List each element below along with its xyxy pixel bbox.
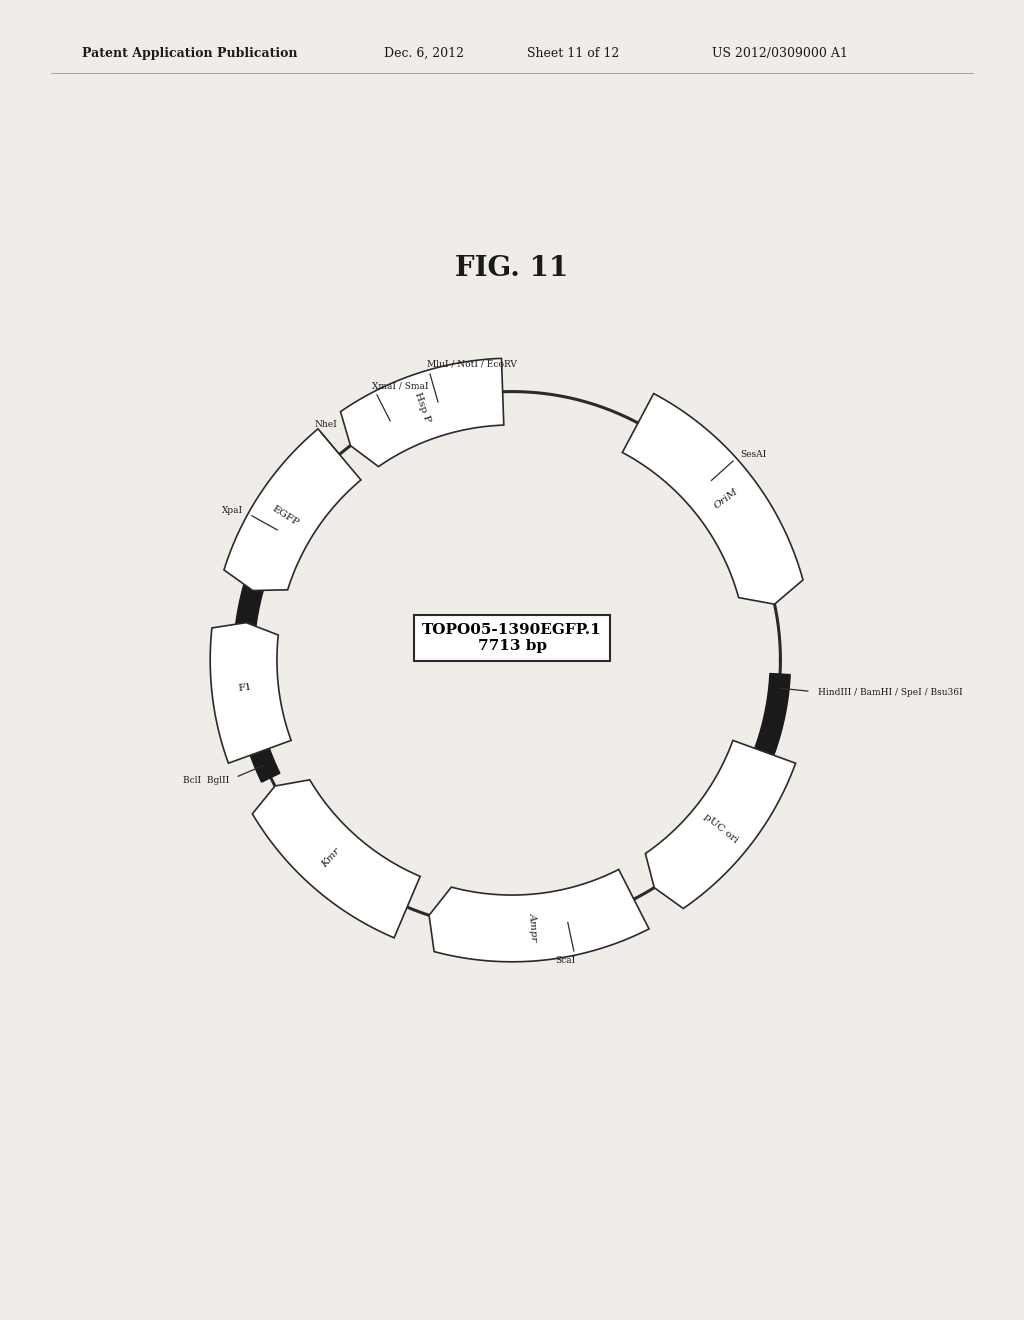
Text: HindIII / BamHI / SpeI / Bsu36I: HindIII / BamHI / SpeI / Bsu36I bbox=[818, 688, 963, 697]
Text: XpaI: XpaI bbox=[222, 507, 243, 515]
Polygon shape bbox=[210, 623, 291, 763]
Text: Ampr: Ampr bbox=[527, 913, 539, 942]
Polygon shape bbox=[623, 393, 803, 605]
Text: FIG. 11: FIG. 11 bbox=[456, 255, 568, 281]
Polygon shape bbox=[246, 735, 280, 783]
Polygon shape bbox=[429, 870, 649, 962]
Text: NheI: NheI bbox=[314, 420, 337, 429]
Polygon shape bbox=[341, 359, 504, 466]
Text: pUC ori: pUC ori bbox=[701, 812, 739, 845]
Text: OriM: OriM bbox=[713, 487, 740, 511]
Text: EGFP: EGFP bbox=[270, 504, 301, 528]
Polygon shape bbox=[750, 673, 791, 768]
Text: Dec. 6, 2012: Dec. 6, 2012 bbox=[384, 46, 464, 59]
Text: Patent Application Publication: Patent Application Publication bbox=[82, 46, 297, 59]
Text: TOPO05-1390EGFP.1
7713 bp: TOPO05-1390EGFP.1 7713 bp bbox=[422, 623, 602, 653]
Text: SesAI: SesAI bbox=[740, 450, 767, 458]
Text: Sheet 11 of 12: Sheet 11 of 12 bbox=[527, 46, 620, 59]
Text: F1: F1 bbox=[238, 682, 252, 693]
Text: MluI / NotI / EcoRV: MluI / NotI / EcoRV bbox=[427, 360, 517, 368]
Text: XmaI / SmaI: XmaI / SmaI bbox=[373, 381, 429, 391]
Polygon shape bbox=[645, 741, 796, 908]
Text: US 2012/0309000 A1: US 2012/0309000 A1 bbox=[712, 46, 848, 59]
Text: ScaI: ScaI bbox=[556, 957, 575, 965]
Polygon shape bbox=[224, 429, 360, 590]
Polygon shape bbox=[252, 780, 420, 937]
Text: Kmr: Kmr bbox=[319, 846, 342, 870]
Polygon shape bbox=[234, 565, 269, 634]
Text: Hsp P: Hsp P bbox=[413, 391, 432, 424]
Text: BclI  BglII: BclI BglII bbox=[182, 776, 228, 784]
